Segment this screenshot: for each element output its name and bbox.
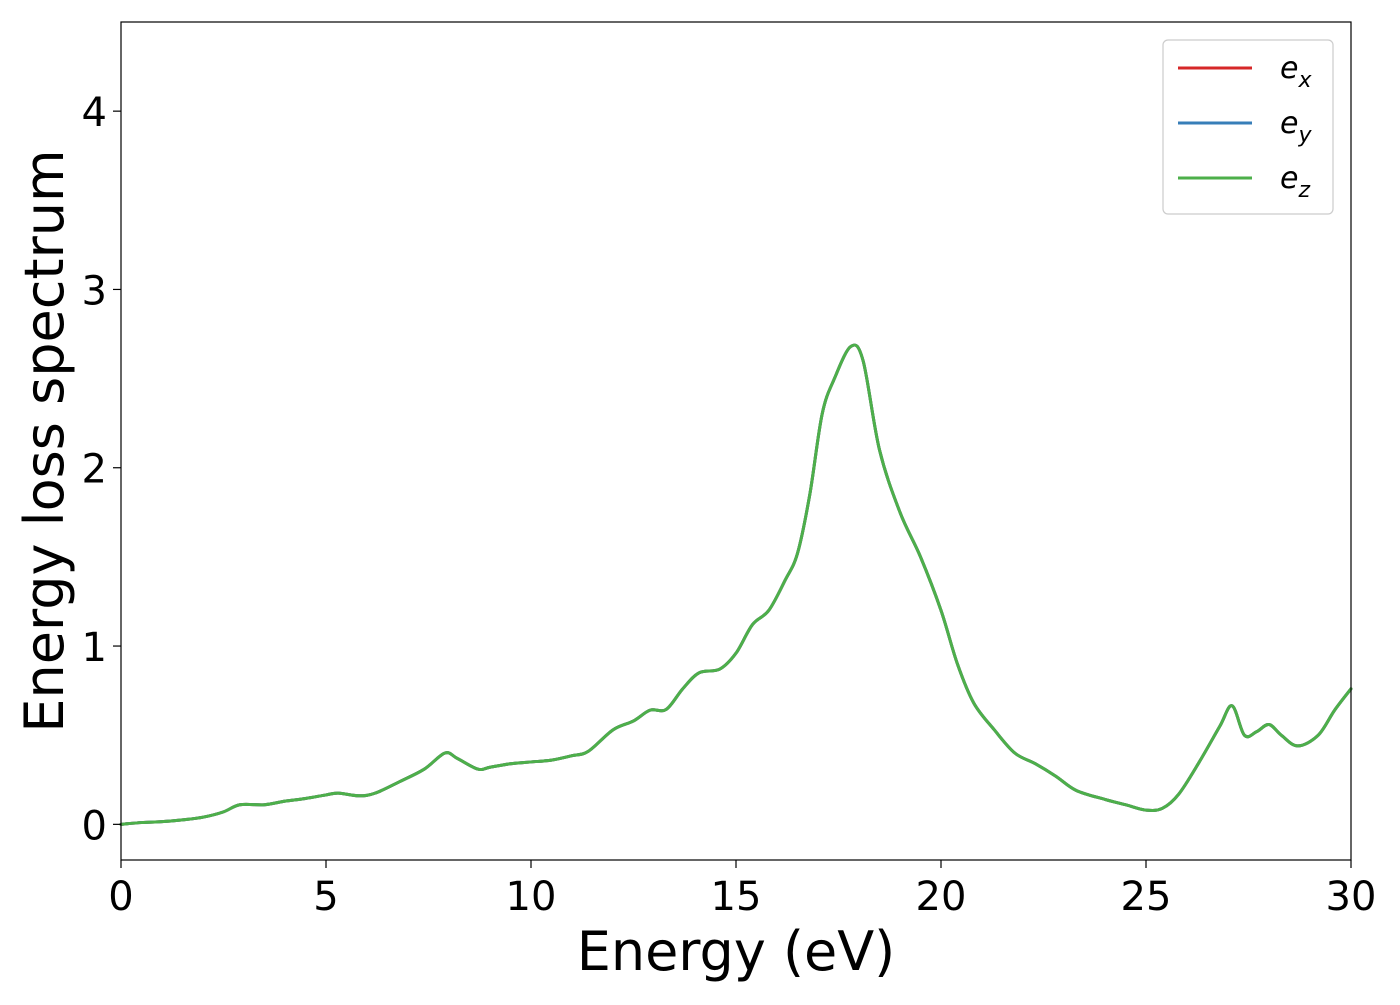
legend-label-subscript: x bbox=[1297, 68, 1312, 93]
x-axis-ticks: 0 5 10 15 20 25 30 bbox=[108, 860, 1376, 920]
y-axis-title: Energy loss spectrum bbox=[13, 149, 76, 732]
x-tick-label: 0 bbox=[108, 874, 133, 920]
legend-label-base: e bbox=[1280, 51, 1298, 86]
y-axis-ticks: 0 1 2 3 4 bbox=[82, 90, 121, 849]
x-tick-label: 30 bbox=[1326, 874, 1377, 920]
y-tick-label: 2 bbox=[82, 447, 107, 493]
series-line-ey bbox=[119, 343, 1353, 826]
x-tick-label: 15 bbox=[711, 874, 762, 920]
legend-label: ez bbox=[1280, 161, 1310, 203]
y-tick-label: 1 bbox=[82, 625, 107, 671]
legend-label: ey bbox=[1280, 106, 1312, 148]
y-tick-label: 4 bbox=[82, 90, 107, 136]
legend-label-base: e bbox=[1280, 106, 1298, 141]
y-tick-label: 3 bbox=[82, 268, 107, 314]
x-tick-label: 20 bbox=[916, 874, 967, 920]
y-tick-label: 0 bbox=[82, 803, 107, 849]
x-tick-label: 5 bbox=[313, 874, 338, 920]
x-axis-title: Energy (eV) bbox=[577, 920, 896, 983]
series-line-ez bbox=[119, 343, 1353, 826]
series-lines bbox=[119, 343, 1353, 826]
legend-label-base: e bbox=[1280, 161, 1298, 196]
legend-label: ex bbox=[1280, 51, 1312, 93]
x-tick-label: 25 bbox=[1121, 874, 1172, 920]
legend-label-subscript: z bbox=[1297, 178, 1310, 203]
x-tick-label: 10 bbox=[506, 874, 557, 920]
legend-label-subscript: y bbox=[1297, 123, 1312, 148]
series-line-ex bbox=[119, 343, 1353, 826]
legend-box bbox=[1162, 39, 1334, 215]
